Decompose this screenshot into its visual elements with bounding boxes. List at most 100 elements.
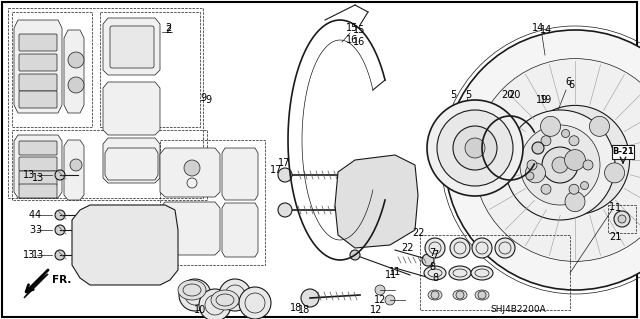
Text: 7: 7 — [432, 250, 438, 260]
Bar — [420, 235, 570, 310]
Circle shape — [70, 159, 82, 171]
Circle shape — [474, 59, 640, 261]
Text: 9: 9 — [200, 93, 206, 103]
Text: 5: 5 — [450, 90, 456, 100]
Ellipse shape — [475, 290, 489, 300]
Text: 5: 5 — [465, 90, 471, 100]
Bar — [12, 130, 207, 200]
Circle shape — [569, 136, 579, 146]
Circle shape — [542, 147, 578, 183]
Circle shape — [68, 52, 84, 68]
Text: 8: 8 — [432, 273, 438, 283]
Text: 3: 3 — [35, 225, 41, 235]
Circle shape — [526, 172, 534, 180]
Text: 12: 12 — [370, 305, 382, 315]
FancyBboxPatch shape — [19, 34, 57, 51]
Circle shape — [375, 285, 385, 295]
Polygon shape — [72, 205, 178, 285]
Circle shape — [278, 203, 292, 217]
Text: 20: 20 — [501, 90, 513, 100]
Circle shape — [495, 238, 515, 258]
Text: 17: 17 — [270, 165, 282, 175]
Text: 8: 8 — [429, 262, 435, 272]
Circle shape — [525, 163, 545, 183]
Circle shape — [278, 168, 292, 182]
Text: SHJ4B2200A: SHJ4B2200A — [490, 306, 546, 315]
Circle shape — [552, 157, 568, 173]
Circle shape — [532, 142, 544, 154]
Polygon shape — [14, 135, 62, 198]
Text: 19: 19 — [540, 95, 552, 105]
Text: 6: 6 — [565, 77, 571, 87]
Text: 12: 12 — [374, 295, 386, 305]
Circle shape — [541, 116, 561, 136]
Circle shape — [456, 291, 464, 299]
Polygon shape — [160, 202, 220, 255]
Circle shape — [385, 295, 395, 305]
Circle shape — [478, 291, 486, 299]
Ellipse shape — [471, 266, 493, 280]
Circle shape — [239, 287, 271, 319]
Circle shape — [520, 125, 600, 205]
Text: 14: 14 — [532, 23, 544, 33]
Text: 2: 2 — [165, 25, 172, 35]
Polygon shape — [14, 20, 62, 113]
Text: 1: 1 — [615, 203, 621, 213]
Circle shape — [427, 100, 523, 196]
Polygon shape — [222, 203, 258, 257]
Circle shape — [55, 210, 65, 220]
Circle shape — [68, 77, 84, 93]
Text: 10: 10 — [194, 305, 206, 315]
Ellipse shape — [178, 280, 206, 300]
Circle shape — [445, 30, 640, 290]
Text: FR.: FR. — [52, 275, 72, 285]
Circle shape — [199, 289, 231, 319]
Circle shape — [605, 163, 625, 183]
Ellipse shape — [453, 290, 467, 300]
Polygon shape — [24, 274, 48, 298]
Text: 9: 9 — [205, 95, 211, 105]
Polygon shape — [103, 82, 160, 135]
Circle shape — [505, 110, 615, 220]
Text: 11: 11 — [385, 270, 397, 280]
Ellipse shape — [424, 266, 446, 280]
Circle shape — [580, 182, 589, 189]
Circle shape — [472, 238, 492, 258]
Text: B-21: B-21 — [612, 147, 634, 157]
Polygon shape — [103, 18, 160, 75]
FancyBboxPatch shape — [19, 157, 57, 171]
Polygon shape — [222, 148, 258, 200]
Circle shape — [589, 116, 609, 136]
Circle shape — [453, 126, 497, 170]
Circle shape — [301, 289, 319, 307]
Circle shape — [561, 130, 570, 137]
Circle shape — [179, 279, 211, 311]
Text: 13: 13 — [32, 250, 44, 260]
Circle shape — [541, 184, 551, 194]
Circle shape — [55, 170, 65, 180]
Ellipse shape — [449, 266, 471, 280]
FancyBboxPatch shape — [19, 91, 57, 108]
Circle shape — [437, 110, 513, 186]
Circle shape — [569, 184, 579, 194]
Bar — [608, 205, 636, 233]
Text: 18: 18 — [298, 305, 310, 315]
Text: 4: 4 — [35, 210, 41, 220]
Text: 4: 4 — [29, 210, 35, 220]
Circle shape — [219, 279, 251, 311]
Bar — [12, 12, 92, 127]
FancyBboxPatch shape — [19, 54, 57, 71]
Circle shape — [465, 138, 485, 158]
Ellipse shape — [211, 290, 239, 310]
FancyBboxPatch shape — [19, 74, 57, 91]
FancyBboxPatch shape — [19, 184, 57, 198]
Text: 18: 18 — [290, 303, 302, 313]
Polygon shape — [160, 148, 220, 197]
Bar — [160, 140, 265, 265]
Text: 2: 2 — [165, 23, 171, 33]
Circle shape — [565, 192, 585, 211]
Text: 6: 6 — [568, 80, 574, 90]
Text: 13: 13 — [23, 250, 35, 260]
Circle shape — [618, 215, 626, 223]
Circle shape — [55, 225, 65, 235]
